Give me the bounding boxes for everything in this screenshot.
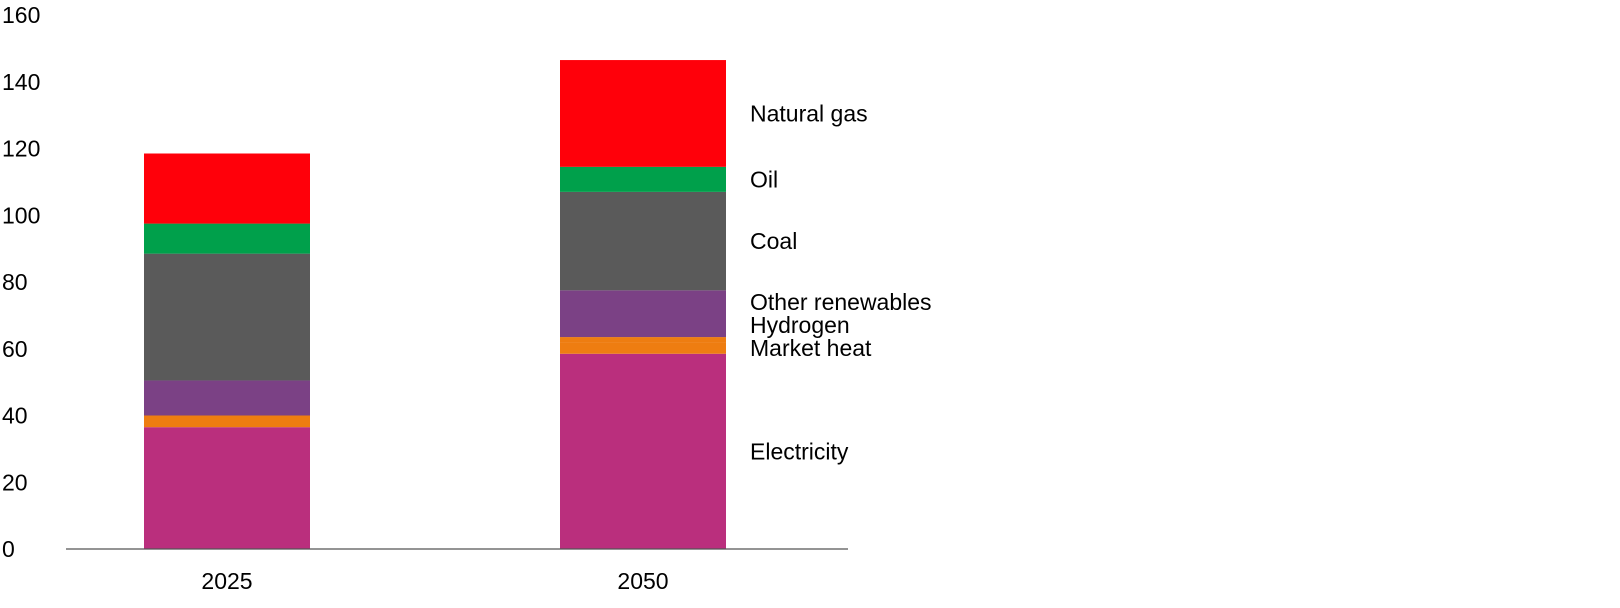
y-tick-label: 80 bbox=[2, 269, 28, 295]
bar-segment-other-renewables-2050 bbox=[560, 290, 726, 338]
y-tick-label: 40 bbox=[2, 403, 28, 429]
y-tick-label: 20 bbox=[2, 469, 28, 495]
series-label-natural-gas: Natural gas bbox=[750, 100, 868, 126]
bar-segment-natural-gas-2025 bbox=[144, 153, 310, 224]
y-tick-label: 140 bbox=[2, 69, 40, 95]
series-label-oil: Oil bbox=[750, 166, 778, 192]
y-tick-label: 60 bbox=[2, 336, 28, 362]
series-label-market-heat: Market heat bbox=[750, 335, 872, 361]
y-tick-label: 160 bbox=[2, 2, 40, 28]
y-tick-label: 0 bbox=[2, 536, 15, 562]
bar-segment-other-renewables-2025 bbox=[144, 380, 310, 416]
bars bbox=[144, 60, 726, 549]
y-tick-label: 120 bbox=[2, 136, 40, 162]
bar-segment-electricity-2050 bbox=[560, 353, 726, 549]
bar-segment-market-heat-2025 bbox=[144, 415, 310, 428]
series-label-electricity: Electricity bbox=[750, 438, 849, 464]
bar-segment-natural-gas-2050 bbox=[560, 60, 726, 167]
bar-segment-electricity-2025 bbox=[144, 427, 310, 549]
bar-segment-oil-2050 bbox=[560, 166, 726, 192]
x-category-label: 2025 bbox=[201, 568, 252, 594]
series-label-other-renewables: Other renewables bbox=[750, 289, 932, 315]
series-label-coal: Coal bbox=[750, 228, 797, 254]
x-axis: 2025 2050 bbox=[66, 548, 848, 594]
y-tick-label: 100 bbox=[2, 202, 40, 228]
y-axis: 0 20 40 60 80 100 120 140 160 bbox=[2, 2, 40, 562]
series-label-hydrogen: Hydrogen bbox=[750, 312, 850, 338]
x-category-label: 2050 bbox=[617, 568, 668, 594]
bar-segment-coal-2025 bbox=[144, 253, 310, 381]
bar-segment-market-heat-2050 bbox=[560, 342, 726, 354]
bar-segment-coal-2050 bbox=[560, 191, 726, 291]
bar-segment-hydrogen-2050 bbox=[560, 337, 726, 343]
bar-segment-oil-2025 bbox=[144, 223, 310, 254]
